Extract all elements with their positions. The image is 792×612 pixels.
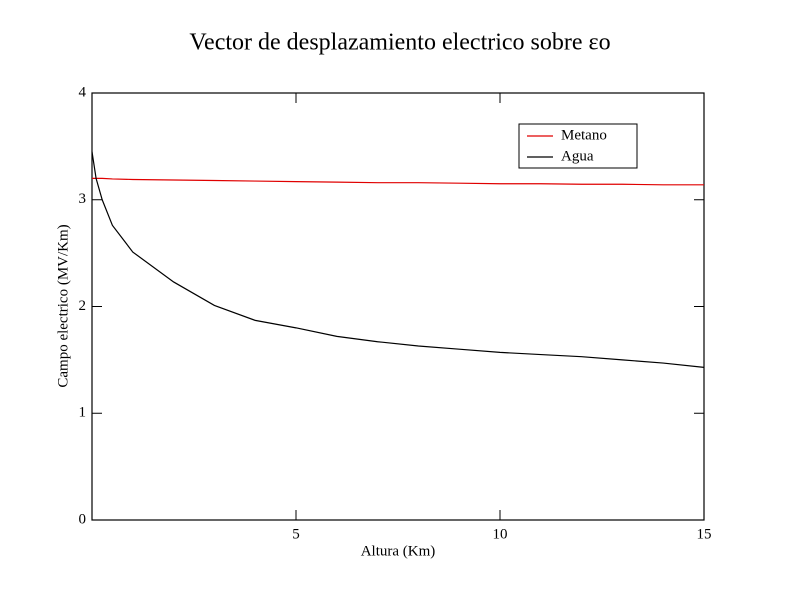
y-tick-label: 0 <box>79 511 87 527</box>
series-line <box>92 177 704 186</box>
series-line <box>91 151 705 368</box>
x-tick-label: 10 <box>493 526 508 542</box>
x-axis-label: Altura (Km) <box>361 543 436 559</box>
legend-label: Metano <box>561 127 607 143</box>
y-tick-label: 3 <box>79 191 87 207</box>
chart-title: Vector de desplazamiento electrico sobre… <box>189 30 610 56</box>
y-axis-label: Campo electrico (MV/Km) <box>55 224 71 387</box>
y-tick-label: 4 <box>79 84 87 100</box>
y-tick-label: 2 <box>79 298 87 314</box>
legend-label: Agua <box>561 148 594 164</box>
x-tick-label: 5 <box>292 526 300 542</box>
y-tick-label: 1 <box>79 405 87 421</box>
legend-box <box>518 123 638 169</box>
x-tick-label: 15 <box>697 526 712 542</box>
